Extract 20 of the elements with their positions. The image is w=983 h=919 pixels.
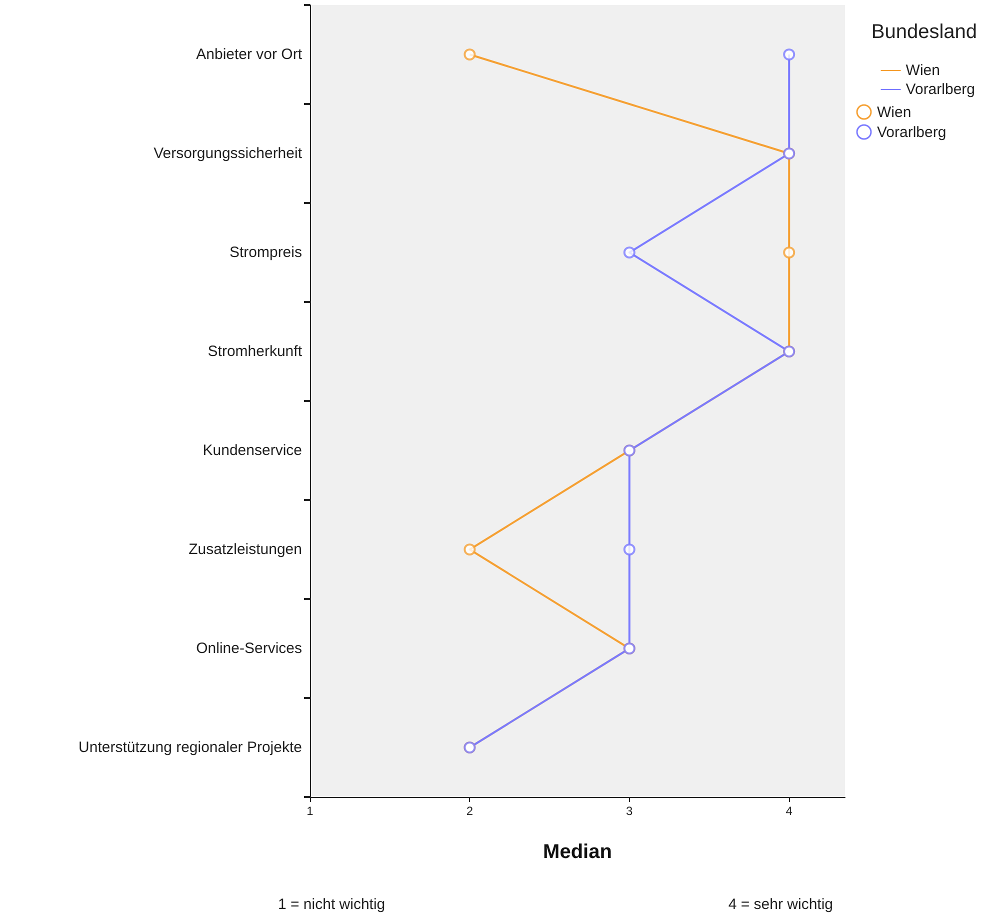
x-tick-label: 1 bbox=[306, 804, 314, 818]
y-tick-label: Zusatzleistungen bbox=[188, 541, 302, 558]
y-tick-label: Stromherkunft bbox=[208, 343, 303, 360]
x-axis-title: Median bbox=[543, 841, 612, 863]
y-tick-label: Unterstützung regionaler Projekte bbox=[78, 739, 302, 756]
text: Wien bbox=[906, 62, 940, 79]
x-tick-label: 3 bbox=[626, 804, 634, 818]
legend-label: Wien bbox=[877, 104, 912, 120]
text: Vorarlberg bbox=[906, 81, 976, 98]
y-tick-label: Anbieter vor Ort bbox=[196, 46, 303, 63]
text: 4 = sehr wichtig bbox=[728, 896, 834, 913]
y-tick-label: Kundenservice bbox=[202, 442, 302, 459]
legend-label: Vorarlberg bbox=[877, 124, 946, 140]
y-tick-label: Strompreis bbox=[229, 244, 302, 261]
legend-title: Bundesland bbox=[871, 21, 978, 43]
x-tick-label: 2 bbox=[466, 804, 474, 818]
y-tick-label: Versorgungssicherheit bbox=[154, 145, 303, 162]
y-tick-label: Online-Services bbox=[196, 640, 302, 657]
x-tick-label: 4 bbox=[786, 804, 793, 818]
text: 1 = nicht wichtig bbox=[278, 896, 386, 913]
